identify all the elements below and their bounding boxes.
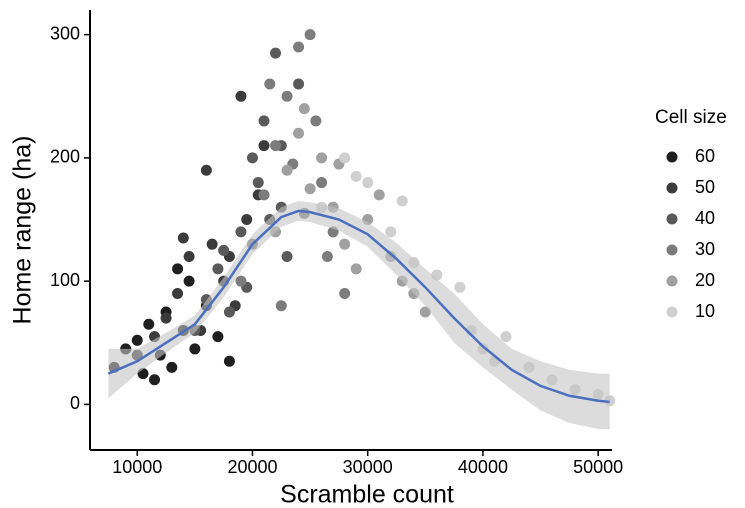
point <box>258 140 270 152</box>
point <box>339 287 351 299</box>
point <box>212 331 224 343</box>
point <box>172 287 184 299</box>
point <box>339 152 351 164</box>
point <box>362 177 374 189</box>
legend-marker <box>666 244 678 256</box>
legend-label: 40 <box>695 208 715 228</box>
point <box>373 189 385 201</box>
point <box>316 152 328 164</box>
point <box>143 318 155 330</box>
legend-title: Cell size <box>655 107 727 128</box>
point <box>223 306 235 318</box>
point <box>293 127 305 139</box>
y-tick-label: 300 <box>50 23 80 43</box>
point <box>281 90 293 102</box>
x-tick-label: 50000 <box>573 457 623 477</box>
point <box>235 90 247 102</box>
y-tick-label: 200 <box>50 147 80 167</box>
point <box>298 103 310 115</box>
point <box>241 214 253 226</box>
legend-label: 60 <box>695 146 715 166</box>
point <box>321 250 333 262</box>
y-axis-label: Home range (ha) <box>9 136 37 325</box>
y-tick-label: 0 <box>70 393 80 413</box>
legend-marker <box>666 151 678 163</box>
y-tick-label: 100 <box>50 270 80 290</box>
point <box>258 115 270 127</box>
point <box>252 177 264 189</box>
point <box>310 115 322 127</box>
point <box>396 195 408 207</box>
legend-marker <box>666 275 678 287</box>
point <box>149 374 161 386</box>
point <box>304 29 316 41</box>
point <box>316 177 328 189</box>
point <box>385 226 397 238</box>
point <box>200 164 212 176</box>
point <box>246 152 258 164</box>
legend-marker <box>666 182 678 194</box>
smooth-line <box>107 209 610 404</box>
point <box>270 140 282 152</box>
confidence-band <box>108 201 610 430</box>
point <box>264 78 276 90</box>
point <box>293 41 305 53</box>
legend-label: 50 <box>695 177 715 197</box>
point <box>304 183 316 195</box>
legend-marker <box>666 306 678 318</box>
x-axis-label: Scramble count <box>280 481 454 508</box>
point <box>270 47 282 59</box>
point <box>177 232 189 244</box>
point <box>500 331 512 343</box>
x-tick-label: 40000 <box>458 457 508 477</box>
x-tick-label: 20000 <box>227 457 277 477</box>
point <box>350 170 362 182</box>
point <box>183 250 195 262</box>
point <box>258 189 270 201</box>
legend-marker <box>666 213 678 225</box>
point <box>212 263 224 275</box>
legend-label: 20 <box>695 270 715 290</box>
point <box>235 275 247 287</box>
point <box>189 343 201 355</box>
point <box>454 281 466 293</box>
point <box>339 238 351 250</box>
x-tick-label: 30000 <box>343 457 393 477</box>
x-tick-label: 10000 <box>112 457 162 477</box>
point <box>275 300 287 312</box>
point <box>131 334 143 346</box>
point <box>218 244 230 256</box>
point <box>206 238 218 250</box>
point <box>293 78 305 90</box>
point <box>183 275 195 287</box>
legend-label: 30 <box>695 239 715 259</box>
point <box>160 312 172 324</box>
point <box>166 361 178 373</box>
point <box>281 250 293 262</box>
legend-label: 10 <box>695 301 715 321</box>
point <box>281 164 293 176</box>
point <box>350 263 362 275</box>
point <box>172 263 184 275</box>
point <box>235 226 247 238</box>
point <box>223 355 235 367</box>
